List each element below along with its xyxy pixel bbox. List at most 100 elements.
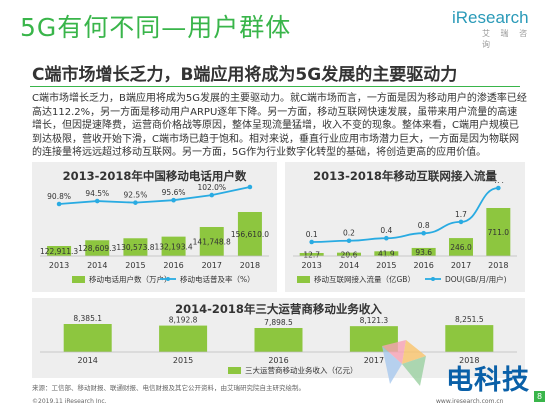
line-point [247, 184, 253, 190]
series-line [311, 187, 499, 243]
line-value-label: 102.0% [197, 183, 226, 192]
page-title: 5G有何不同—用户群体 [20, 13, 292, 42]
bar-2013 [299, 253, 324, 256]
chart-panel-users [32, 162, 277, 292]
bar-value-label: 12.7 [303, 251, 320, 260]
bar-value-label: 8,251.5 [455, 315, 484, 324]
divider [30, 86, 520, 87]
x-tick-label: 2016 [268, 356, 288, 365]
line-point [384, 235, 389, 241]
line-point [421, 230, 426, 236]
line-value-label: 92.5% [124, 191, 148, 200]
x-tick-label: 2018 [240, 261, 260, 270]
bar-2018 [237, 212, 262, 256]
x-tick-label: 2015 [173, 356, 193, 365]
copyright: ©2019.11 iResearch Inc. [32, 398, 107, 405]
line-value-label: 94.5% [85, 189, 109, 198]
bar-2014 [63, 324, 112, 352]
x-tick-label: 2017 [451, 261, 471, 270]
bar-2016 [161, 236, 186, 256]
line-value-label: 95.6% [162, 188, 186, 197]
bar-2016 [411, 247, 436, 256]
legend-swatch-bar [297, 276, 310, 283]
x-tick-label: 2013 [49, 261, 69, 270]
line-point [171, 197, 176, 203]
x-tick-label: 2017 [202, 261, 222, 270]
line-value-label: 0.2 [343, 229, 355, 238]
website: www.iresearch.com.cn [436, 398, 504, 405]
x-tick-label: 2015 [376, 261, 396, 270]
bar-value-label: 7,898.5 [264, 318, 293, 327]
line-value-label: 112.2% [236, 182, 265, 184]
x-tick-label: 2016 [163, 261, 183, 270]
legend-label-bar: 移动互联网接入流量（亿GB） [314, 274, 415, 284]
chart-panel-traffic [285, 162, 525, 292]
legend-label-bar: 三大运营商移动业务收入（亿元） [245, 365, 358, 375]
series-line [59, 186, 251, 205]
x-tick-label: 2018 [459, 356, 479, 365]
bar-value-label: 8,121.3 [360, 316, 389, 325]
chart-title-revenue: 2014-2018年三大运营商移动业务收入 [175, 302, 382, 316]
page-subtitle: C端市场增长乏力，B端应用将成为5G发展的主要驱动力 [32, 65, 458, 85]
line-value-label: 1.7 [455, 210, 467, 219]
iresearch-logo: iResearch 艾 瑞 咨 询 [452, 8, 542, 49]
legend-label-bar: 移动电话用户数（万户） [89, 274, 172, 284]
bar-value-label: 156,610.0 [231, 230, 269, 239]
bar-2018 [445, 325, 494, 352]
bar-2015 [123, 238, 148, 256]
legend-line-marker [166, 277, 170, 281]
line-value-label: 90.8% [47, 192, 71, 201]
chart-users: 122,911.3 2013 128,609.3 2014 130,573.8 2015 1… [40, 182, 269, 284]
page-number: 8 [534, 391, 546, 402]
chart-title-traffic: 2013-2018年移动互联网接入流量 [313, 169, 497, 183]
line-point [346, 238, 352, 244]
source-note: 来源：工信部、移动财报、联通财报、电信财报及其它公开资料，由艾瑞研究院自主研究绘… [32, 384, 305, 392]
x-tick-label: 2018 [488, 261, 508, 270]
bar-value-label: 246.0 [450, 243, 472, 252]
bar-2018 [486, 208, 511, 256]
body-paragraph: C端市场增长乏力，B端应用将成为5G发展的主要驱动力。就C端市场而言，一方面是因… [32, 93, 527, 158]
bar-value-label: 8,192.8 [169, 316, 198, 325]
bar-2014 [337, 252, 361, 256]
bar-2017 [449, 238, 473, 256]
bar-2015 [374, 251, 399, 256]
bar-value-label: 20.6 [341, 250, 358, 259]
line-value-label: 0.4 [380, 226, 392, 235]
bar-2014 [85, 240, 110, 256]
line-point [56, 201, 62, 207]
line-point [309, 239, 314, 245]
bar-value-label: 132,193.4 [154, 242, 192, 251]
bar-value-label: 130,573.8 [116, 243, 154, 252]
bar-value-label: 122,911.3 [40, 247, 78, 256]
line-value-label: 4.4 [492, 182, 504, 185]
bar-value-label: 141,748.8 [193, 237, 231, 246]
bar-2013 [47, 246, 72, 256]
x-tick-label: 2014 [87, 261, 107, 270]
x-tick-label: 2016 [413, 261, 433, 270]
x-tick-label: 2014 [78, 356, 98, 365]
line-point [458, 219, 464, 225]
bar-2016 [254, 328, 303, 352]
line-point [496, 185, 501, 191]
x-tick-label: 2013 [301, 261, 321, 270]
x-tick-label: 2017 [364, 356, 384, 365]
bar-value-label: 41.9 [378, 250, 395, 259]
legend-line-marker [431, 277, 435, 281]
chart-title-users: 2013-2018年中国移动电话用户数 [62, 169, 247, 183]
bar-value-label: 711.0 [488, 228, 510, 237]
logo-subtext: 艾 瑞 咨 询 [482, 29, 532, 49]
logo-text: iResearch [452, 8, 529, 27]
watermark-logo-icon [382, 340, 426, 386]
bar-2017 [199, 226, 224, 256]
line-point [133, 200, 138, 205]
watermark-text: 电科技 [446, 365, 530, 396]
bar-2015 [159, 325, 208, 352]
x-tick-label: 2015 [125, 261, 145, 270]
line-value-label: 0.8 [418, 221, 430, 230]
line-point [94, 198, 100, 204]
line-point [209, 192, 215, 198]
legend-swatch-bar [72, 276, 85, 283]
legend-swatch-bar [228, 367, 241, 374]
line-value-label: 0.1 [306, 230, 318, 239]
